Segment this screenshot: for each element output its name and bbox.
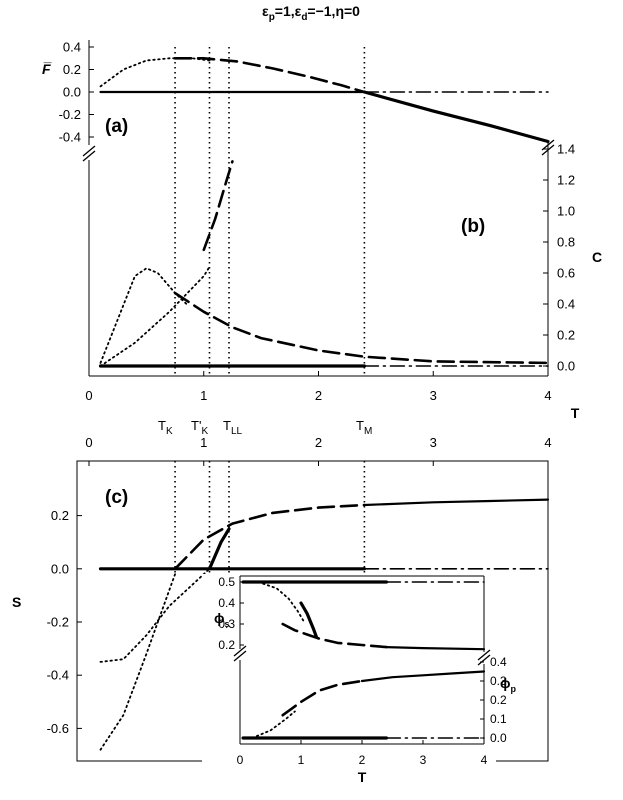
- panel-b-xtick-label: 4: [544, 388, 551, 403]
- marker-label-tk: TK: [158, 418, 173, 437]
- inset-lower-series-3-dashed: [281, 679, 364, 717]
- panel-c-ytick-label: -0.2: [47, 615, 69, 630]
- inset-upper-ytick-label: 0.4: [218, 596, 235, 610]
- panel-b-series-3-dotted: [99, 265, 211, 367]
- axis-break-right: [541, 144, 555, 156]
- inset-lower-series-2-dotted: [251, 710, 296, 739]
- panel-c-xtick-label: 2: [315, 435, 322, 450]
- panel-c-xtick-label: 4: [544, 435, 551, 450]
- inset-lower-ytick-label: 0.0: [490, 731, 507, 745]
- panel-b-xtick-label: 3: [430, 388, 437, 403]
- panel-a-series-2-dotted: [99, 57, 211, 88]
- inset-lower-ytick-label: 0.4: [490, 655, 507, 669]
- x-axis-title-inset: T: [358, 769, 367, 785]
- inset-xtick-label: 2: [359, 753, 366, 767]
- panel-a-ytick-label: -0.4: [59, 130, 81, 145]
- panel-c-ytick-label: -0.4: [47, 668, 69, 683]
- panel-label-a: (a): [105, 116, 128, 137]
- panel-c-series-3-dotted: [99, 567, 211, 663]
- title-sub-p: p: [269, 12, 275, 23]
- y-axis-title-b: C: [592, 249, 602, 265]
- axis-break-left: [82, 145, 96, 157]
- panel-b-series-2-dotted: [99, 267, 188, 364]
- inset-upper-ytick-label: 0.5: [218, 575, 235, 589]
- panel-a-ytick-label: 0.0: [63, 85, 81, 100]
- figure-title: εp=1,εd=−1,η=0: [262, 3, 360, 23]
- inset-break-left: [233, 650, 247, 662]
- panel-a-ytick-label: 0.2: [63, 62, 81, 77]
- panel-a-series-4-solid-thick: [362, 90, 550, 144]
- panel-b-xtick-label: 1: [200, 388, 207, 403]
- panel-a-series-3-dashed: [173, 56, 366, 94]
- inset-xtick-label: 4: [481, 753, 488, 767]
- panel-b-ytick-label: 1.2: [557, 173, 575, 188]
- marker-label-tm: TM: [356, 418, 372, 437]
- panel-c-xtick-label: 1: [200, 435, 207, 450]
- panel-b-xtick-label: 2: [315, 388, 322, 403]
- panel-c-xtick-label: 0: [85, 435, 92, 450]
- panel-b-ytick-label: 1.4: [557, 142, 575, 157]
- panel-label-b: (b): [461, 216, 485, 237]
- inset-lower-ytick-label: 0.2: [490, 693, 507, 707]
- y-axis-title-inset-lower: ϕp: [500, 675, 517, 694]
- inset-xtick-label: 0: [237, 753, 244, 767]
- panel-b-series-4-dashed: [202, 160, 234, 252]
- y-axis-title-a: F̅: [42, 61, 52, 77]
- y-axis-title-inset-upper: ϕs: [214, 610, 230, 629]
- panel-label-c: (c): [105, 487, 128, 508]
- inset-upper-series-4-solid-thick: [299, 601, 318, 639]
- temperature-marker-lines: [174, 47, 366, 574]
- inset-upper-ytick-label: 0.2: [218, 638, 235, 652]
- panel-b-ytick-label: 0.0: [557, 359, 575, 374]
- inset-upper-series-5-solid: [385, 645, 486, 651]
- panel-c-series-2-dotted: [99, 573, 177, 751]
- marker-label-tll: TLL: [223, 418, 243, 437]
- title-eps-p: ε: [262, 3, 269, 19]
- panel-b-series-5-dashed: [173, 291, 550, 365]
- panel-c-series-6-solid: [363, 498, 550, 507]
- panel-b-xtick-label: 0: [85, 388, 92, 403]
- inset-background: [202, 574, 496, 787]
- panel-c-ytick-label: -0.6: [47, 721, 69, 736]
- panel-b-ytick-label: 0.8: [557, 235, 575, 250]
- panel-a-ytick-label: -0.2: [59, 107, 81, 122]
- inset-break-left: [233, 645, 247, 657]
- panel-b-ytick-label: 1.0: [557, 204, 575, 219]
- panel-c-ytick-label: 0.0: [51, 561, 69, 576]
- inset-break-right: [477, 654, 491, 666]
- inset-xtick-label: 1: [298, 753, 305, 767]
- inset-lower-series-4-solid: [360, 670, 486, 683]
- x-axis-title-b: T: [571, 405, 580, 421]
- marker-label-tk-prime: T'K: [191, 418, 208, 437]
- panel-b-ytick-label: 0.6: [557, 266, 575, 281]
- inset-upper-series-3-dashed: [281, 622, 388, 649]
- panel-a-free-energy: 0.4 0.2 0.0 -0.2 -0.4: [59, 40, 550, 145]
- title-sub-d: d: [301, 12, 307, 23]
- inset-xtick-label: 3: [420, 753, 427, 767]
- inset-lower-ytick-label: 0.1: [490, 712, 507, 726]
- panel-b-specific-heat: 1.4 1.2 1.0 0.8 0.6 0.4 0.2 0.0 0 1 2 3 4: [85, 142, 575, 404]
- top-plot-frame: [82, 40, 555, 377]
- y-axis-title-c: S: [12, 594, 21, 610]
- panel-b-ytick-label: 0.4: [557, 297, 575, 312]
- title-rest: =−1,η=0: [307, 3, 360, 19]
- inset-break-right: [477, 649, 491, 661]
- panel-c-ytick-label: 0.2: [51, 508, 69, 523]
- panel-c-series-4-dashed: [173, 503, 366, 571]
- panel-c-entropy: 0.2 0.0 -0.2 -0.4 -0.6 0 1 2 3 4: [47, 435, 552, 762]
- inset-lower-ytick-label: 0.3: [490, 674, 507, 688]
- axis-break-right: [541, 139, 555, 151]
- inset-order-parameters: 0.5 0.4 0.3 0.2 0.4 0.3 0.2 0.1 0.0 0 1 2 3 4: [202, 574, 507, 787]
- panel-c-xtick-label: 3: [430, 435, 437, 450]
- panel-c-series-5-solid-thick: [207, 527, 231, 571]
- inset-upper-series-2-dotted: [257, 581, 306, 623]
- title-eq-p: =1,: [275, 3, 295, 19]
- inset-upper-ytick-label: 0.3: [218, 617, 235, 631]
- axis-break-left: [82, 150, 96, 162]
- panel-a-ytick-label: 0.4: [63, 40, 81, 55]
- panel-b-ytick-label: 0.2: [557, 328, 575, 343]
- title-eps-d: ε: [295, 3, 302, 19]
